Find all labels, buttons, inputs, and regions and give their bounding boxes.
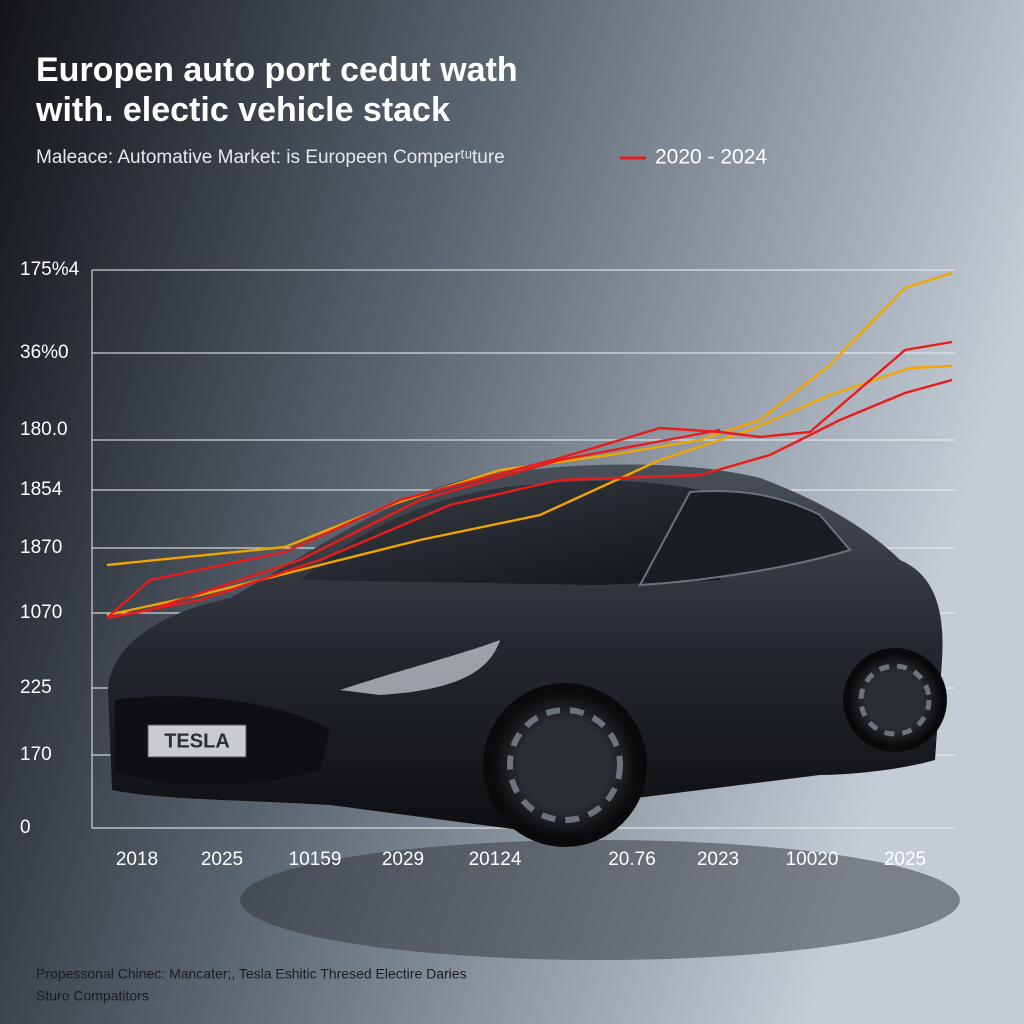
x-tick-label: 2018 [116, 849, 158, 870]
trend-lines [106, 271, 953, 620]
y-tick-label: 170 [20, 744, 52, 765]
subtitle: Maleace: Automative Market: is Europeen … [36, 147, 505, 168]
y-tick-label: 175%4 [20, 259, 80, 280]
side-window [638, 489, 852, 587]
x-tick-label: 2023 [697, 849, 739, 870]
trend-line [106, 340, 953, 619]
footnote: Propessonal Chinec: Mancater;, Tesla Esh… [36, 966, 467, 982]
trend-line [106, 378, 953, 620]
y-tick-label: 1870 [20, 537, 62, 558]
x-tick-label: 2029 [382, 849, 424, 870]
rear-wheel [843, 648, 947, 752]
trend-line [106, 428, 721, 620]
x-tick-label: 10159 [289, 849, 342, 870]
legend-label: 2020 - 2024 [655, 146, 767, 169]
y-tick-label: 180.0 [20, 419, 68, 440]
footnote: Sturo Compatitors [36, 988, 149, 1004]
car-reflection [240, 840, 960, 960]
title-line: with. electic vehicle stack [35, 91, 450, 129]
plate-text: TESLA [164, 730, 230, 752]
x-tick-label: 20.76 [608, 849, 656, 870]
trend-line [106, 271, 953, 567]
front-rim [507, 707, 623, 823]
headlight [340, 640, 500, 695]
y-tick-label: 225 [20, 677, 52, 698]
y-tick-label: 1854 [20, 479, 63, 500]
y-tick-label: 36%0 [20, 342, 69, 363]
title-line: Europen auto port cedut wath [36, 51, 518, 89]
license-plate [147, 724, 247, 758]
x-tick-label: 2025 [884, 849, 926, 870]
x-labels: 2018 2025 10159 2029 20124 20.76 2023 10020 2025 [116, 849, 926, 870]
rear-rim [858, 663, 932, 737]
x-tick-label: 10020 [786, 849, 839, 870]
x-tick-label: 2025 [201, 849, 243, 870]
x-tick-label: 20124 [469, 849, 522, 870]
windshield [300, 480, 720, 585]
y-labels: 175%4 36%0 180.0 1854 1870 1070 225 170 0 [20, 259, 80, 838]
car: TESLA [108, 464, 947, 847]
y-tick-label: 1070 [20, 602, 62, 623]
y-tick-label: 0 [20, 817, 31, 838]
